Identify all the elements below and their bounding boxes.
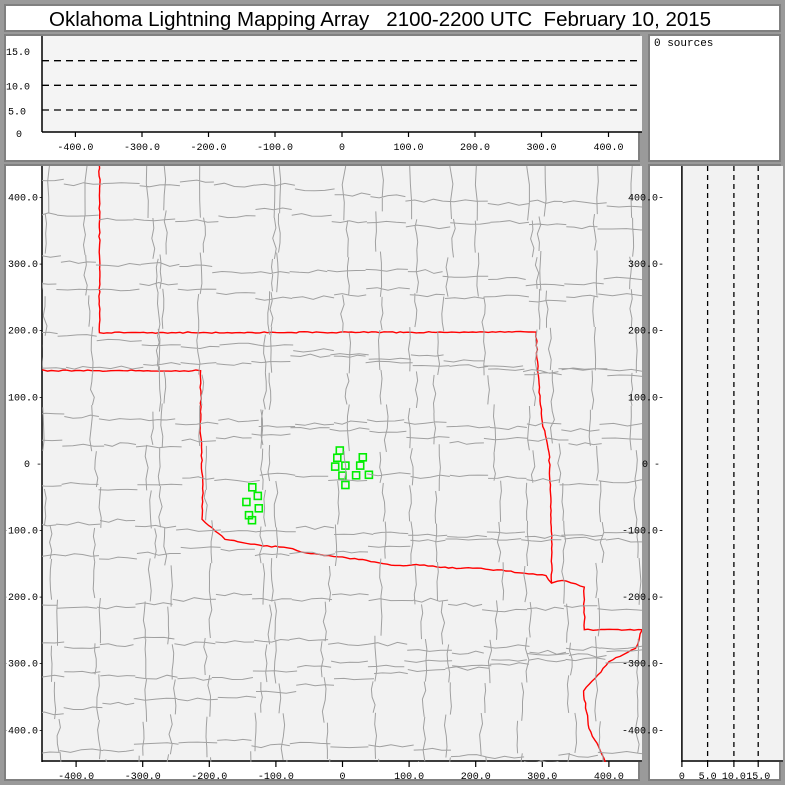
svg-text:-200.0: -200.0 <box>190 143 226 154</box>
svg-text:200.0-: 200.0- <box>8 327 44 338</box>
svg-text:100.0: 100.0 <box>394 772 424 783</box>
svg-text:300.0-: 300.0- <box>8 260 44 271</box>
svg-text:10.0: 10.0 <box>6 83 30 94</box>
svg-text:-100.0: -100.0 <box>257 143 293 154</box>
svg-text:15.0: 15.0 <box>746 772 770 783</box>
svg-text:100.0: 100.0 <box>393 143 423 154</box>
svg-text:400.0-: 400.0- <box>8 194 44 205</box>
svg-text:-300.0-: -300.0- <box>6 660 44 671</box>
svg-text:-100.0-: -100.0- <box>6 527 44 538</box>
svg-text:400.0: 400.0 <box>593 143 623 154</box>
svg-text:0 -: 0 - <box>642 460 660 471</box>
svg-text:5.0: 5.0 <box>8 108 26 119</box>
svg-text:-100.0-: -100.0- <box>622 527 664 538</box>
svg-text:5.0: 5.0 <box>699 772 717 783</box>
svg-text:0 -: 0 - <box>24 460 42 471</box>
svg-text:-400.0-: -400.0- <box>622 726 664 737</box>
svg-text:0: 0 <box>339 772 345 783</box>
svg-text:100.0-: 100.0- <box>8 393 44 404</box>
svg-text:15.0: 15.0 <box>6 48 30 59</box>
svg-text:-100.0: -100.0 <box>258 772 294 783</box>
svg-text:400.0-: 400.0- <box>628 194 664 205</box>
svg-text:-300.0: -300.0 <box>125 772 161 783</box>
svg-text:0: 0 <box>679 772 685 783</box>
svg-text:-200.0-: -200.0- <box>622 593 664 604</box>
svg-text:-300.0-: -300.0- <box>622 660 664 671</box>
svg-text:300.0-: 300.0- <box>628 260 664 271</box>
svg-text:100.0-: 100.0- <box>628 393 664 404</box>
svg-text:200.0: 200.0 <box>461 772 491 783</box>
svg-text:200.0: 200.0 <box>460 143 490 154</box>
svg-text:-400.0: -400.0 <box>57 143 93 154</box>
svg-text:0: 0 <box>339 143 345 154</box>
svg-text:-200.0: -200.0 <box>191 772 227 783</box>
svg-text:-200.0-: -200.0- <box>6 593 44 604</box>
svg-text:-400.0-: -400.0- <box>6 726 44 737</box>
svg-text:300.0: 300.0 <box>527 772 557 783</box>
svg-text:-400.0: -400.0 <box>58 772 94 783</box>
svg-text:300.0: 300.0 <box>526 143 556 154</box>
svg-text:200.0-: 200.0- <box>628 327 664 338</box>
svg-text:0: 0 <box>16 130 22 141</box>
svg-text:10.0: 10.0 <box>722 772 746 783</box>
svg-text:-300.0: -300.0 <box>124 143 160 154</box>
